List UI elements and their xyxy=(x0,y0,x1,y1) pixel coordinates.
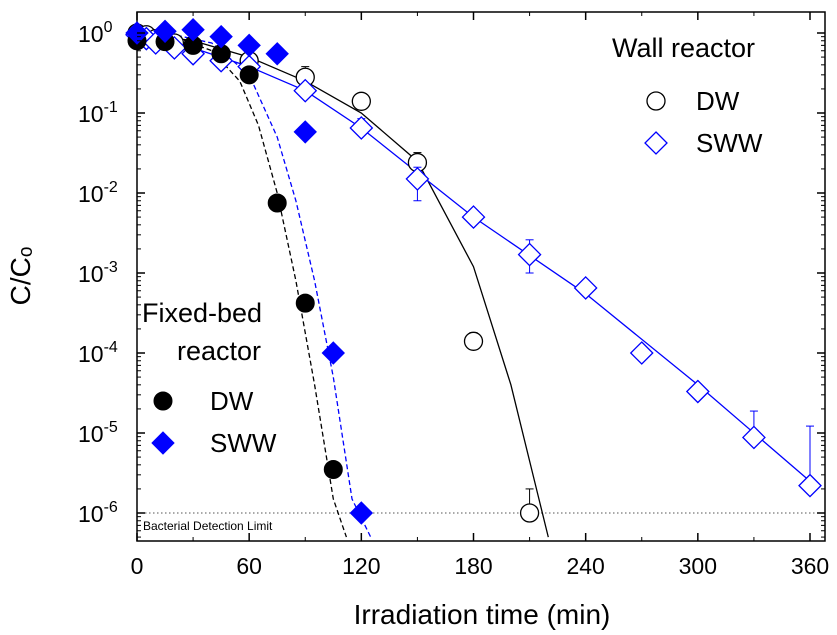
legend-marker-filled-diamond xyxy=(151,431,175,455)
data-point xyxy=(349,501,374,525)
fit-curve xyxy=(136,32,549,538)
x-tick-label: 180 xyxy=(454,553,492,579)
y-tick-label: 10-5 xyxy=(78,419,118,447)
x-tick-label: 60 xyxy=(236,553,262,579)
y-tick-label: 100 xyxy=(78,19,113,47)
data-point xyxy=(461,205,486,230)
y-tick-label: 10-2 xyxy=(78,179,118,207)
data-point xyxy=(517,242,542,267)
x-tick-label: 0 xyxy=(131,553,144,579)
legend-wall-title: Wall reactor xyxy=(612,33,755,63)
legend-wall-dw-label: DW xyxy=(696,86,740,116)
data-point xyxy=(351,91,371,111)
data-point xyxy=(295,293,315,313)
data-point xyxy=(798,473,822,498)
legend-marker-open-diamond xyxy=(644,131,668,155)
legend-marker-open-circle xyxy=(646,91,666,111)
y-tick-label: 10-4 xyxy=(78,339,118,367)
data-point xyxy=(321,341,345,365)
legend-marker-filled-circle xyxy=(153,391,173,411)
data-point xyxy=(153,19,177,44)
series-layer xyxy=(125,17,825,538)
data-point xyxy=(209,24,233,49)
y-tick-label: 10-6 xyxy=(78,499,118,527)
data-point xyxy=(239,65,259,85)
x-tick-label: 120 xyxy=(342,553,380,579)
legend-wall-reactor: Wall reactor DW SWW xyxy=(612,33,763,158)
data-point xyxy=(293,120,317,144)
data-point xyxy=(265,42,289,66)
legend-fixed-sww-label: SWW xyxy=(210,428,277,458)
x-tick-label: 240 xyxy=(566,553,604,579)
x-tick-label: 360 xyxy=(791,553,829,579)
legend-fixed-title-line2: reactor xyxy=(177,336,261,366)
data-point xyxy=(181,17,205,42)
data-point xyxy=(237,33,261,58)
legend-fixed-dw-label: DW xyxy=(210,386,254,416)
data-point xyxy=(519,503,540,523)
detection-limit-label: Bacterial Detection Limit xyxy=(143,519,273,533)
y-tick-label: 10-3 xyxy=(78,259,118,287)
x-axis-title: Irradiation time (min) xyxy=(354,599,611,630)
data-point xyxy=(741,425,766,450)
legend-fixed-bed-reactor: Fixed-bed reactor DW SWW xyxy=(142,298,277,458)
data-point xyxy=(323,459,343,479)
y-axis-title: C/Cₒ xyxy=(5,247,36,306)
x-tick-label: 300 xyxy=(679,553,717,579)
data-point xyxy=(267,193,287,213)
tick-layer: 0 60 120 180 240 300 360 10-6 10-5 10-4 10-3 10-2 10… xyxy=(78,12,829,579)
legend-wall-sww-label: SWW xyxy=(696,128,763,158)
data-point xyxy=(349,116,374,140)
data-point xyxy=(685,379,710,404)
y-tick-label: 10-1 xyxy=(78,99,118,127)
data-point xyxy=(293,78,318,103)
data-point xyxy=(463,331,484,351)
legend-fixed-title-line1: Fixed-bed xyxy=(142,298,262,328)
data-point xyxy=(573,276,598,300)
data-point xyxy=(405,166,430,191)
data-point xyxy=(629,341,654,365)
